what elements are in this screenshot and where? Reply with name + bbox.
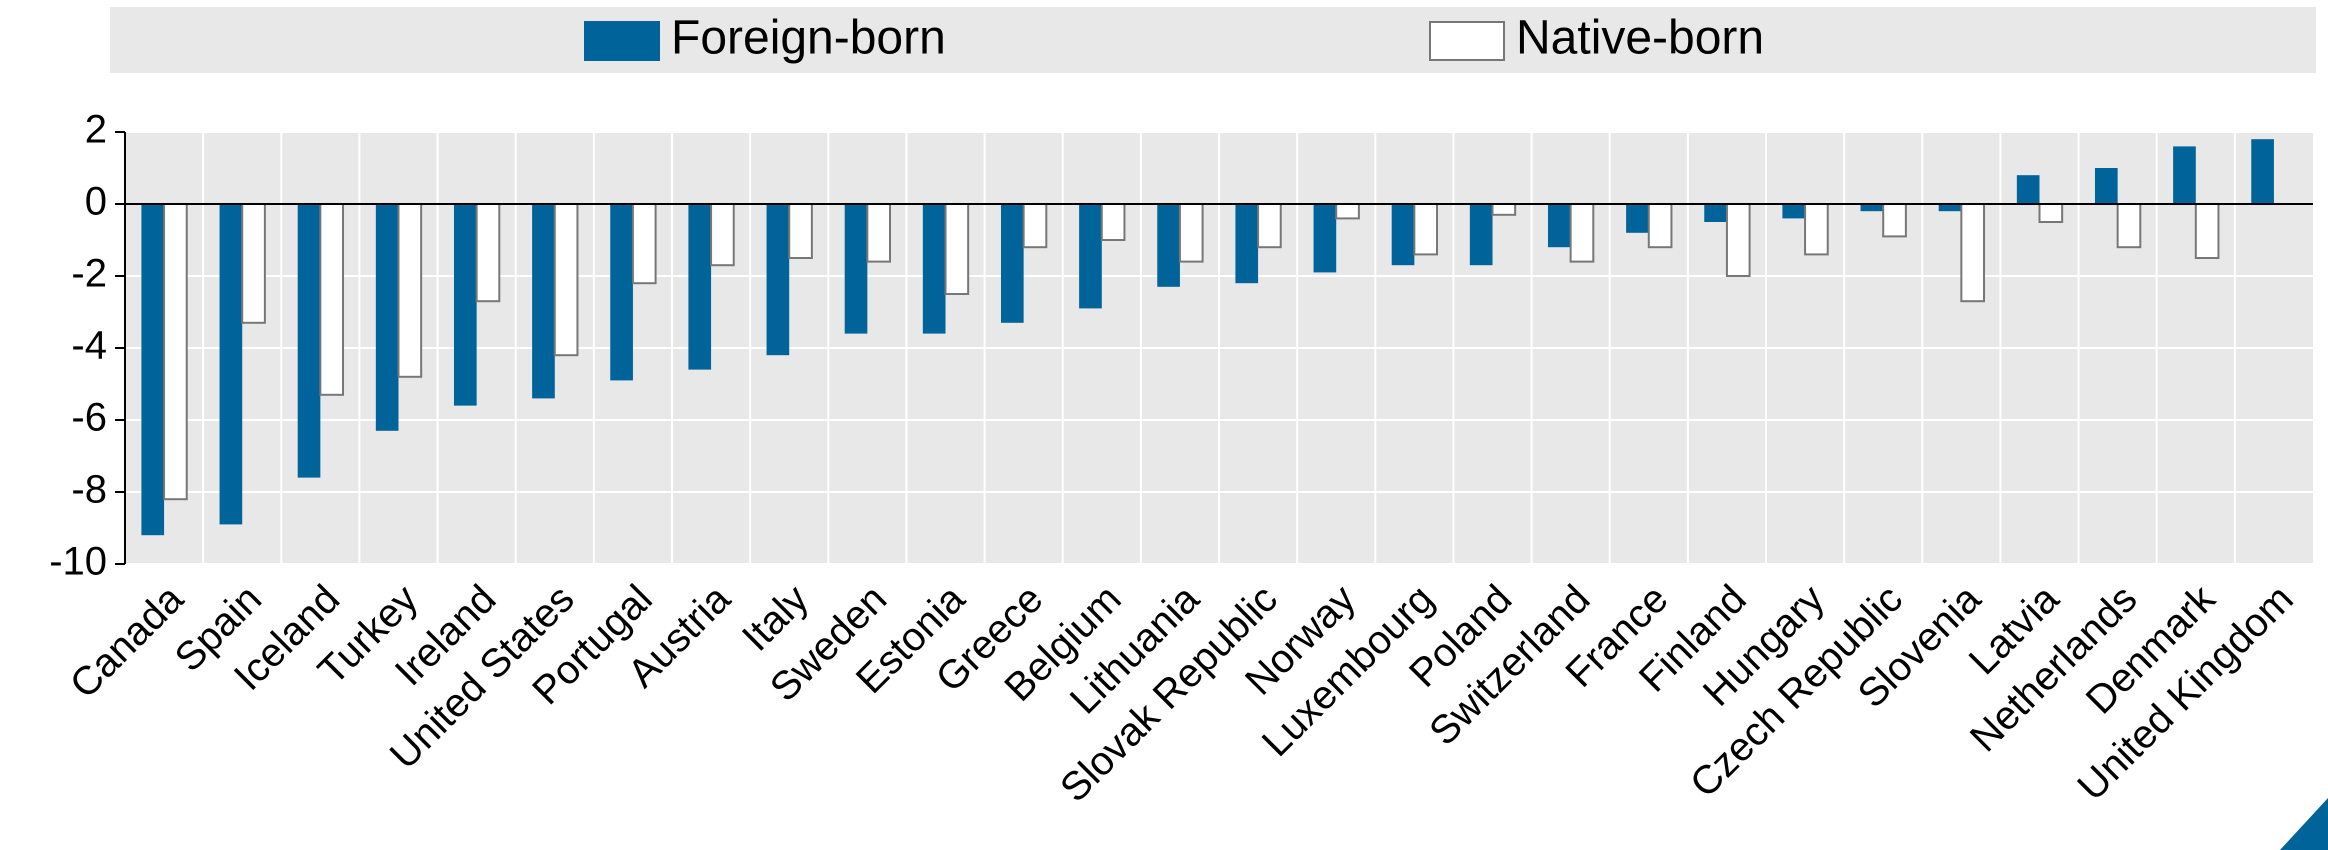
bar	[766, 204, 790, 356]
bar	[710, 203, 735, 267]
bar	[1257, 203, 1282, 249]
bar	[163, 203, 188, 501]
y-tick-label: -6	[71, 396, 107, 440]
y-tick-label: -2	[71, 252, 107, 296]
bar	[1469, 204, 1493, 266]
bar	[1882, 203, 1907, 238]
bar	[141, 204, 165, 536]
legend-swatch	[1429, 21, 1505, 61]
corner-decoration	[2280, 798, 2328, 850]
bar	[1804, 203, 1829, 256]
bar	[1313, 204, 1337, 273]
bar	[1725, 203, 1751, 277]
bar	[1704, 204, 1727, 222]
bar	[866, 203, 892, 263]
bar	[631, 203, 657, 285]
bar	[1569, 203, 1595, 263]
bar	[1860, 204, 1884, 212]
bar	[1022, 203, 1048, 249]
bar	[1335, 203, 1360, 220]
bar	[319, 203, 345, 396]
bar	[397, 203, 423, 378]
bar	[1235, 204, 1259, 284]
bar	[2016, 175, 2040, 204]
bar	[844, 204, 868, 334]
bar	[1626, 204, 1649, 233]
bar	[1938, 204, 1962, 212]
bar	[1391, 204, 1415, 266]
bar	[1079, 204, 1102, 309]
bar	[1782, 204, 1806, 219]
legend-label: Foreign-born	[671, 12, 946, 65]
bar	[2194, 203, 2220, 259]
bar	[1960, 203, 1986, 303]
bar	[375, 204, 399, 431]
bar	[297, 204, 321, 478]
legend-swatch	[584, 21, 660, 61]
bar	[922, 204, 946, 334]
bar	[1100, 203, 1126, 241]
bar	[553, 203, 579, 357]
bar	[788, 203, 813, 259]
bar	[610, 204, 633, 381]
bar	[2173, 146, 2196, 204]
bar	[1647, 203, 1673, 249]
bar	[2251, 139, 2274, 204]
bar	[1000, 204, 1024, 323]
bar	[1547, 204, 1571, 248]
bar	[241, 203, 266, 324]
bar	[532, 204, 555, 399]
bar	[2038, 203, 2064, 223]
bar	[944, 203, 970, 295]
legend-band	[110, 7, 2316, 73]
bar	[1491, 203, 1517, 216]
bar	[688, 204, 712, 370]
y-tick-label: -10	[49, 540, 107, 584]
bar	[1178, 203, 1204, 263]
bar	[219, 204, 243, 525]
y-tick-label: 2	[85, 108, 107, 152]
bar	[1413, 203, 1439, 256]
bar	[453, 204, 477, 406]
bar	[2094, 168, 2118, 204]
bar	[1157, 204, 1180, 287]
legend-label: Native-born	[1516, 12, 1764, 65]
bar	[475, 203, 501, 303]
y-tick-label: -4	[71, 324, 107, 368]
y-tick-label: 0	[85, 180, 107, 224]
bar	[2116, 203, 2142, 249]
y-tick-label: -8	[71, 468, 107, 512]
